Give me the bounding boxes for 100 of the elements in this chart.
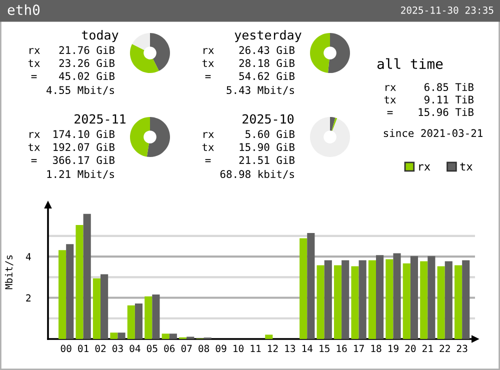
x-tick-label: 20 xyxy=(405,344,416,352)
chart-title: eth0 xyxy=(8,4,40,16)
bar xyxy=(76,224,84,339)
text: 366.17 GiB xyxy=(52,156,115,164)
text: 68.98 kbit/s xyxy=(220,170,294,179)
x-tick-label: 22 xyxy=(440,344,450,352)
text: 5.43 Mbit/s xyxy=(226,86,294,95)
x-tick-label: 06 xyxy=(164,344,175,352)
bar xyxy=(66,244,74,339)
bar xyxy=(134,304,143,339)
bar xyxy=(324,260,332,339)
y-axis-title: Mbit/s xyxy=(4,255,14,290)
text: since 2021-03-21 xyxy=(384,128,482,138)
bar xyxy=(454,265,462,339)
bar xyxy=(265,334,273,339)
x-tick-label: 23 xyxy=(456,344,468,352)
bar xyxy=(58,250,66,339)
text: tx xyxy=(384,96,396,104)
bar xyxy=(437,266,445,339)
text: 4.55 Mbit/s xyxy=(46,86,114,95)
text: all time xyxy=(377,58,443,70)
text: tx xyxy=(202,144,214,151)
text: rx xyxy=(204,48,214,54)
text: 28.18 GiB xyxy=(239,58,295,68)
x-tick-label: 04 xyxy=(130,344,140,352)
bar xyxy=(162,334,170,339)
text: = xyxy=(205,159,211,162)
bar xyxy=(110,332,118,339)
text: tx xyxy=(28,60,40,67)
bar xyxy=(100,274,108,339)
donut-slice xyxy=(130,117,150,157)
bar xyxy=(144,296,152,339)
x-tick-label: 21 xyxy=(422,344,433,352)
bar xyxy=(118,332,126,339)
text: = xyxy=(31,75,37,78)
bar xyxy=(462,260,470,339)
text: 21.51 GiB xyxy=(239,156,295,164)
text: 174.10 GiB xyxy=(54,130,115,138)
donut-slice xyxy=(146,117,170,157)
bar xyxy=(368,260,376,339)
legend-label: tx xyxy=(460,162,472,170)
text: 5.60 GiB xyxy=(246,130,295,138)
text: tx xyxy=(28,144,40,151)
y-tick-label: 4 xyxy=(26,253,31,260)
text: 23.26 GiB xyxy=(59,58,115,68)
donut-slice xyxy=(150,33,170,71)
text: = xyxy=(31,159,37,162)
x-tick-label: 14 xyxy=(302,344,313,352)
bar xyxy=(376,255,384,339)
text: rx xyxy=(30,132,40,138)
bar xyxy=(386,259,394,339)
donut-slice xyxy=(130,44,159,73)
donut-slice xyxy=(330,117,336,131)
x-tick-label: 03 xyxy=(112,344,123,352)
x-tick-label: 11 xyxy=(250,344,261,352)
text: = xyxy=(387,111,393,114)
donut-slice xyxy=(332,118,338,132)
x-tick-label: 15 xyxy=(320,344,330,352)
bar xyxy=(351,266,359,339)
text: rx xyxy=(30,48,40,54)
bar xyxy=(410,256,418,339)
text: 54.62 GiB xyxy=(239,72,295,80)
donut-slice xyxy=(310,33,330,73)
bar xyxy=(307,233,315,339)
text: 192.07 GiB xyxy=(54,142,115,152)
x-tick-label: 07 xyxy=(181,344,192,352)
x-tick-label: 08 xyxy=(198,344,210,352)
chart-title: 2025-11 xyxy=(74,114,126,124)
bar xyxy=(444,261,452,339)
x-tick-label: 17 xyxy=(354,344,364,352)
bar xyxy=(83,214,91,339)
bar xyxy=(334,265,342,339)
y-tick-label: 2 xyxy=(26,294,31,302)
bar xyxy=(428,256,436,339)
donut-slice xyxy=(328,33,350,73)
bar xyxy=(342,260,350,339)
text: 15.90 GiB xyxy=(240,142,295,152)
bar xyxy=(300,238,308,339)
donut-slice xyxy=(310,117,350,157)
chart-title: yesterday xyxy=(234,30,302,42)
chart-title: today xyxy=(82,30,118,42)
text: 15.96 TiB xyxy=(418,108,474,116)
text: 6.85 TiB xyxy=(424,82,474,92)
text: tx xyxy=(202,60,214,67)
donut-slice xyxy=(132,33,150,50)
x-tick-label: 12 xyxy=(268,344,278,352)
text: 9.11 TiB xyxy=(424,95,474,104)
bar xyxy=(358,260,366,339)
x-tick-label: 09 xyxy=(216,344,226,352)
bar xyxy=(152,294,160,339)
bar xyxy=(393,253,401,339)
text: 45.02 GiB xyxy=(59,72,115,80)
bar xyxy=(92,278,101,339)
x-tick-label: 16 xyxy=(336,344,347,352)
x-tick-label: 10 xyxy=(234,344,244,352)
x-tick-label: 18 xyxy=(371,344,382,352)
text: rx xyxy=(386,85,396,91)
text: = xyxy=(205,75,211,78)
text: rx xyxy=(204,132,214,138)
x-tick-label: 05 xyxy=(146,344,158,352)
